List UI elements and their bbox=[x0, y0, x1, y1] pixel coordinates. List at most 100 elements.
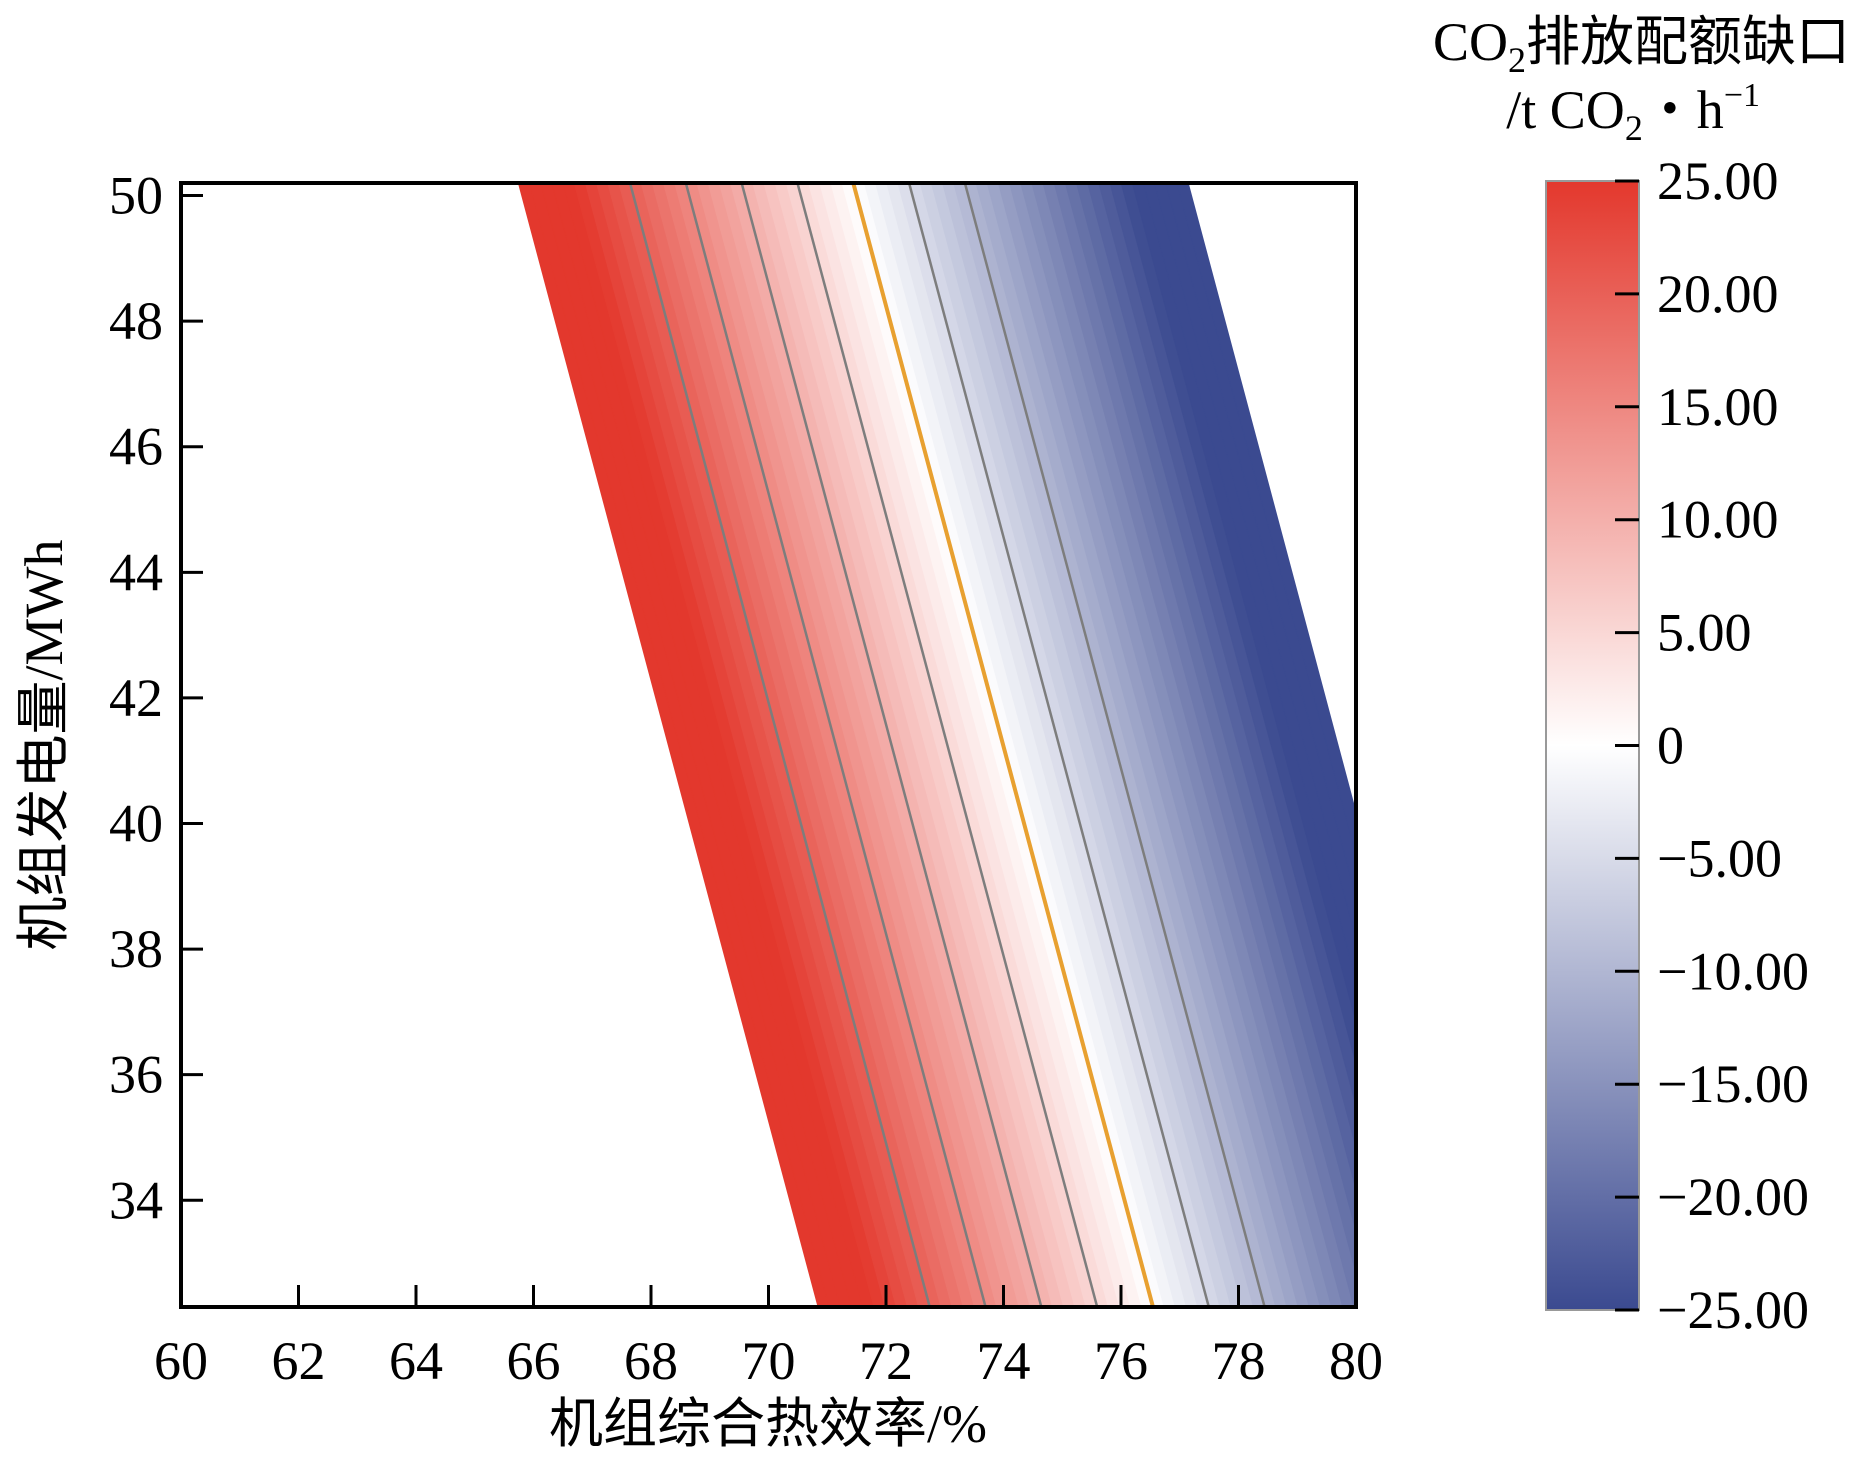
contour-band bbox=[1165, 183, 1356, 899]
y-axis-title: 机组发电量/MWh bbox=[14, 540, 74, 951]
contour-line bbox=[963, 183, 1266, 1307]
contour-band bbox=[651, 183, 964, 1307]
y-tick-label: 38 bbox=[109, 919, 163, 979]
contour-band bbox=[517, 183, 830, 1307]
x-axis: 60 62 64 66 68 70 72 74 76 78 80 bbox=[154, 1285, 1383, 1391]
contour-band bbox=[640, 183, 953, 1307]
contour-line bbox=[628, 183, 931, 1307]
x-tick-label: 72 bbox=[859, 1331, 913, 1391]
y-tick-label: 36 bbox=[109, 1045, 163, 1105]
contour-band bbox=[573, 183, 886, 1307]
contour-line bbox=[740, 183, 1043, 1307]
y-axis: 34 36 38 40 42 44 46 48 50 bbox=[109, 166, 203, 1230]
y-tick-label: 44 bbox=[109, 542, 163, 602]
contour-line bbox=[796, 183, 1099, 1307]
colorbar-tick-label: 5.00 bbox=[1657, 603, 1752, 663]
contour-band bbox=[540, 183, 853, 1307]
colorbar-unit-mid: ・h bbox=[1643, 80, 1724, 140]
y-tick-label: 50 bbox=[109, 166, 163, 226]
contour-band bbox=[674, 183, 987, 1307]
colorbar-unit: /t CO2・h−1 bbox=[1506, 77, 1760, 148]
y-tick-label: 48 bbox=[109, 291, 163, 351]
x-tick-label: 66 bbox=[507, 1331, 561, 1391]
contour-band bbox=[562, 183, 875, 1307]
colorbar-tick-label: 10.00 bbox=[1657, 490, 1779, 550]
contour-band bbox=[1131, 183, 1356, 1024]
contour-band bbox=[1142, 183, 1356, 982]
colorbar-tick-label: 20.00 bbox=[1657, 264, 1779, 324]
contour-band bbox=[886, 183, 1199, 1307]
contour-line bbox=[851, 183, 1155, 1307]
x-tick-label: 62 bbox=[272, 1331, 326, 1391]
contour-band bbox=[607, 183, 920, 1307]
contour-lines bbox=[628, 183, 1266, 1307]
contour-band bbox=[1176, 183, 1356, 857]
colorbar: 25.00 20.00 15.00 10.00 5.00 0 −5.00 −10.00 −15.… bbox=[1433, 12, 1850, 1340]
x-tick-label: 74 bbox=[977, 1331, 1031, 1391]
x-tick-label: 68 bbox=[624, 1331, 678, 1391]
contour-band bbox=[841, 183, 1154, 1307]
y-tick-label: 46 bbox=[109, 417, 163, 477]
y-tick-label: 40 bbox=[109, 793, 163, 853]
colorbar-tick-label: −5.00 bbox=[1657, 828, 1782, 888]
colorbar-tick-label: 15.00 bbox=[1657, 377, 1779, 437]
contour-band bbox=[729, 183, 1042, 1307]
contour-band bbox=[1009, 183, 1321, 1307]
colorbar-unit-superscript: −1 bbox=[1724, 77, 1760, 114]
contour-band bbox=[1053, 183, 1356, 1307]
colorbar-tick-label: −25.00 bbox=[1657, 1280, 1809, 1340]
contour-band bbox=[997, 183, 1310, 1307]
colorbar-tick-label: 25.00 bbox=[1657, 151, 1779, 211]
contour-band bbox=[1042, 183, 1355, 1307]
x-tick-label: 80 bbox=[1329, 1331, 1383, 1391]
contour-band bbox=[1076, 183, 1356, 1234]
contour-band bbox=[1109, 183, 1356, 1108]
contour-band bbox=[863, 183, 1176, 1307]
contour-band bbox=[752, 183, 1065, 1307]
contour-band bbox=[975, 183, 1288, 1307]
contour-band bbox=[584, 183, 897, 1307]
x-tick-label: 78 bbox=[1212, 1331, 1266, 1391]
colorbar-title-co: CO bbox=[1433, 12, 1508, 72]
colorbar-unit-pre: /t CO bbox=[1506, 80, 1625, 140]
x-tick-label: 60 bbox=[154, 1331, 208, 1391]
y-tick-label: 34 bbox=[109, 1170, 163, 1230]
contour-band bbox=[1031, 183, 1344, 1307]
contour-band bbox=[696, 183, 1009, 1307]
colorbar-ticks: 25.00 20.00 15.00 10.00 5.00 0 −5.00 −10.00 −15.… bbox=[1615, 151, 1809, 1340]
contour-band bbox=[930, 183, 1243, 1307]
contour-band bbox=[618, 183, 931, 1307]
contour-band bbox=[953, 183, 1266, 1307]
contour-band bbox=[774, 183, 1087, 1307]
contour-band bbox=[529, 183, 841, 1307]
contour-band bbox=[1020, 183, 1333, 1307]
x-tick-label: 70 bbox=[742, 1331, 796, 1391]
contour-line bbox=[684, 183, 987, 1307]
contour-line bbox=[907, 183, 1211, 1307]
colorbar-tick-label: 0 bbox=[1657, 716, 1684, 776]
contour-band bbox=[830, 183, 1143, 1307]
contour-band bbox=[1087, 183, 1356, 1192]
colorbar-tick-label: −10.00 bbox=[1657, 941, 1809, 1001]
contour-band bbox=[718, 183, 1031, 1307]
contour-band bbox=[596, 183, 908, 1307]
contour-band bbox=[808, 183, 1121, 1307]
contour-band bbox=[662, 183, 975, 1307]
contour-band bbox=[785, 183, 1098, 1307]
contour-band bbox=[551, 183, 864, 1307]
colorbar-title-rest: 排放配额缺口 bbox=[1526, 12, 1850, 72]
contour-band bbox=[897, 183, 1210, 1307]
x-tick-label: 64 bbox=[389, 1331, 443, 1391]
contour-band bbox=[763, 183, 1076, 1307]
contour-band bbox=[986, 183, 1299, 1307]
x-axis-title: 机组综合热效率/% bbox=[549, 1394, 987, 1454]
colorbar-tick-label: −15.00 bbox=[1657, 1054, 1809, 1114]
contour-band bbox=[1120, 183, 1356, 1066]
colorbar-title: CO2排放配额缺口 bbox=[1433, 12, 1850, 80]
contour-field bbox=[517, 183, 1356, 1307]
contour-band bbox=[819, 183, 1132, 1307]
contour-band bbox=[875, 183, 1187, 1307]
colorbar-title-subscript: 2 bbox=[1508, 40, 1526, 80]
contour-band bbox=[1098, 183, 1356, 1150]
